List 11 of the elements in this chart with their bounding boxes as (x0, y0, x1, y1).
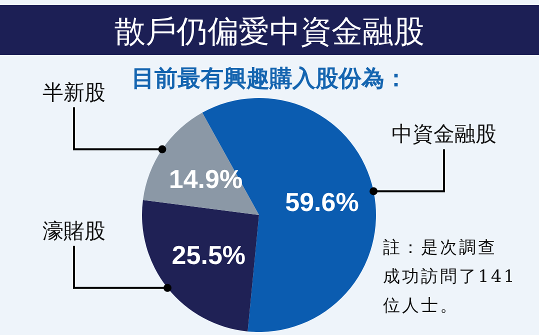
chart-title: 散戶仍偏愛中資金融股 (114, 14, 424, 50)
slice-label: 中資金融股 (392, 122, 496, 146)
data-label: 25.5% (172, 240, 246, 270)
slice-label: 半新股 (42, 80, 106, 104)
chart-subtitle: 目前最有興趣購入股份為： (132, 65, 408, 92)
text: 註：是次調查成功訪問了141位人士。 (383, 238, 516, 316)
data-label: 14.9% (168, 164, 243, 194)
pie-slice (142, 112, 259, 215)
data-label: 59.6% (285, 186, 359, 217)
pie-slice (142, 200, 259, 332)
slice-label: 濠賭股 (42, 218, 106, 243)
